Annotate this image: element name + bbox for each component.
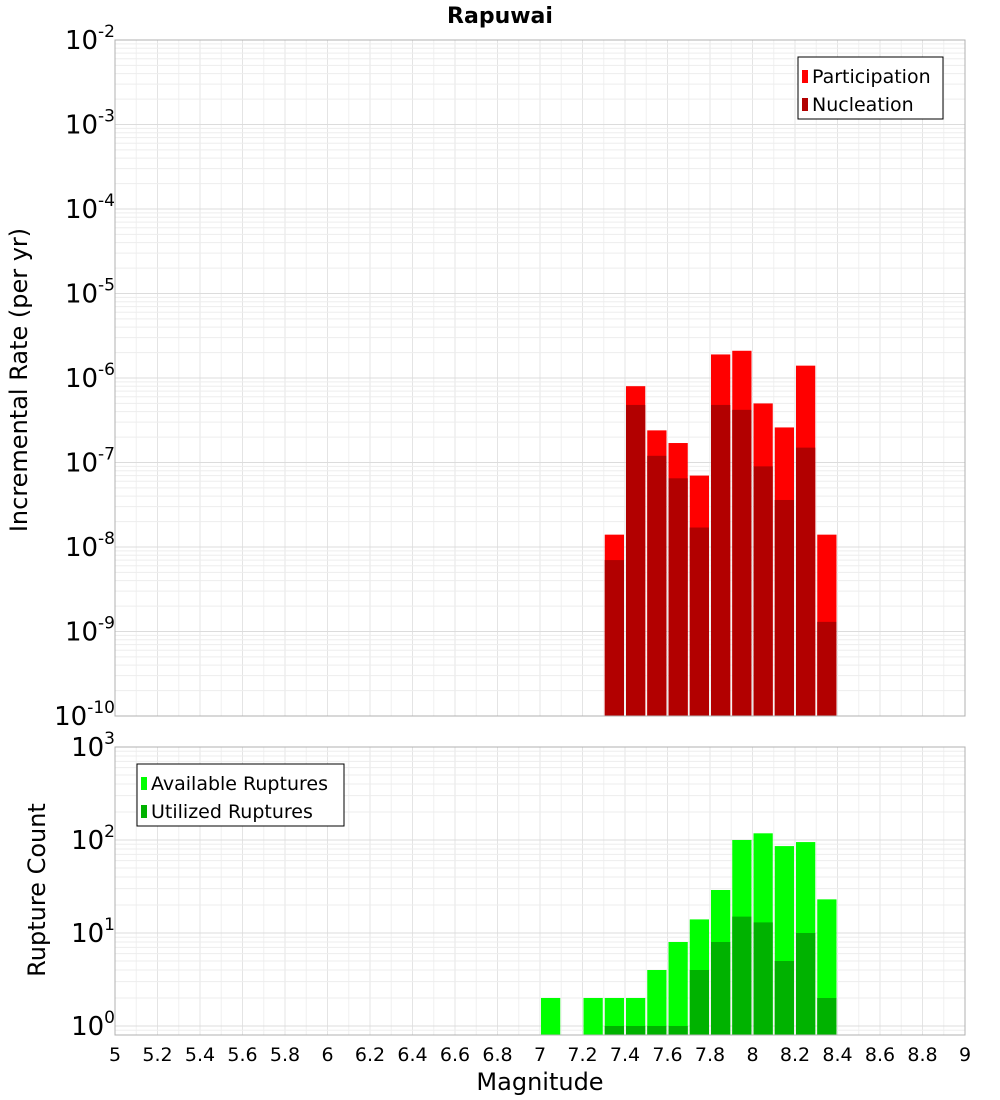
- bottom-bar-available-ruptures: [626, 997, 646, 1035]
- top-bar-nucleation: [796, 447, 816, 716]
- bottom-bar-utilized-ruptures: [817, 997, 837, 1035]
- top-y-tick-label: 10-7: [65, 445, 115, 479]
- bottom-bar-available-ruptures: [668, 942, 688, 1035]
- top-bar-nucleation: [732, 409, 752, 716]
- x-tick-label: 9: [959, 1044, 971, 1066]
- x-tick-label: 5.8: [270, 1044, 300, 1066]
- bottom-bar-utilized-ruptures: [711, 942, 731, 1035]
- bottom-bar-utilized-ruptures: [668, 1025, 688, 1035]
- top-bar-nucleation: [711, 404, 731, 716]
- x-axis-label: Magnitude: [476, 1068, 603, 1096]
- bottom-bar-utilized-ruptures: [796, 932, 816, 1035]
- top-y-axis-label: Incremental Rate (per yr): [5, 228, 33, 532]
- x-tick-label: 7.8: [695, 1044, 725, 1066]
- bottom-legend: Available Ruptures Utilized Ruptures: [136, 763, 345, 827]
- top-legend-label: Nucleation: [812, 94, 914, 116]
- x-tick-label: 7.4: [610, 1044, 640, 1066]
- x-tick-label: 8.6: [865, 1044, 895, 1066]
- bottom-y-axis-label: Rupture Count: [23, 803, 51, 977]
- top-series-1: [604, 404, 837, 716]
- top-y-tick-label: 10-8: [65, 529, 115, 563]
- x-tick-label: 7: [534, 1044, 546, 1066]
- x-tick-label: 5.2: [142, 1044, 172, 1066]
- top-y-tick-label: 10-9: [65, 614, 115, 648]
- bottom-y-tick-label: 100: [71, 1008, 115, 1042]
- bottom-bar-utilized-ruptures: [774, 960, 794, 1035]
- bottom-y-tick-label: 102: [71, 822, 115, 856]
- x-tick-label: 7.6: [652, 1044, 682, 1066]
- top-y-tick-label: 10-10: [54, 698, 115, 732]
- top-legend-swatch: [802, 70, 808, 83]
- bottom-bar-available-ruptures: [647, 969, 667, 1035]
- top-legend-box: [797, 56, 944, 120]
- bottom-bar-utilized-ruptures: [689, 969, 709, 1035]
- bottom-bar-available-ruptures: [604, 997, 624, 1035]
- top-legend: Participation Nucleation: [797, 56, 944, 120]
- top-y-tick-label: 10-3: [65, 107, 115, 141]
- bottom-bar-utilized-ruptures: [647, 1025, 667, 1035]
- top-y-tick-label: 10-2: [65, 22, 115, 56]
- bottom-bar-available-ruptures: [583, 997, 603, 1035]
- x-tick-label: 8: [746, 1044, 758, 1066]
- chart-title: Rapuwai: [447, 4, 553, 29]
- bottom-x-ticks: 5 5.2 5.4 5.6 5.8 6 6.2 6.4 6.6 6.8 7 7.2 7.4 7.6 7.8 8…: [109, 1044, 971, 1066]
- bottom-bar-available-ruptures: [541, 997, 561, 1035]
- bottom-legend-swatch: [141, 777, 147, 790]
- top-bar-nucleation: [604, 560, 624, 716]
- top-bar-nucleation: [774, 499, 794, 716]
- bottom-plot-frame: [114, 746, 966, 1036]
- top-y-tick-label: 10-6: [65, 360, 115, 394]
- x-tick-label: 5: [109, 1044, 121, 1066]
- top-bar-nucleation: [753, 466, 773, 716]
- x-tick-label: 7.2: [567, 1044, 597, 1066]
- top-bar-nucleation: [668, 478, 688, 716]
- x-tick-label: 6: [321, 1044, 333, 1066]
- bottom-legend-label: Available Ruptures: [151, 773, 328, 795]
- top-plot-frame: [114, 39, 966, 717]
- bottom-bar-utilized-ruptures: [626, 1025, 646, 1035]
- top-bar-nucleation: [626, 404, 646, 716]
- x-tick-label: 8.2: [780, 1044, 810, 1066]
- x-tick-label: 5.4: [185, 1044, 215, 1066]
- top-y-tick-label: 10-4: [65, 191, 115, 225]
- bottom-bar-utilized-ruptures: [604, 1025, 624, 1035]
- bottom-legend-box: [136, 763, 345, 827]
- x-tick-label: 5.6: [227, 1044, 257, 1066]
- top-grid: [114, 39, 966, 717]
- x-tick-label: 8.8: [907, 1044, 937, 1066]
- x-tick-label: 6.8: [482, 1044, 512, 1066]
- bottom-y-ticks: 103 102 101 100: [71, 729, 115, 1042]
- x-tick-label: 6.2: [355, 1044, 385, 1066]
- top-legend-label: Participation: [812, 66, 931, 88]
- top-bar-nucleation: [689, 527, 709, 716]
- bottom-legend-label: Utilized Ruptures: [151, 801, 313, 823]
- bottom-y-tick-label: 103: [71, 729, 115, 763]
- bottom-bar-utilized-ruptures: [732, 916, 752, 1035]
- x-tick-label: 6.6: [440, 1044, 470, 1066]
- bottom-series-1: [604, 916, 837, 1035]
- bottom-y-tick-label: 101: [71, 915, 115, 949]
- top-bar-nucleation: [647, 455, 667, 716]
- top-plot: 10-2 10-3 10-4 10-5 10-6 10-7 10-8 10-9 10-10 Par…: [54, 22, 966, 732]
- top-y-tick-label: 10-5: [65, 276, 115, 310]
- top-legend-swatch: [802, 98, 808, 111]
- bottom-bar-utilized-ruptures: [753, 922, 773, 1035]
- top-bar-nucleation: [817, 621, 837, 716]
- x-tick-label: 8.4: [822, 1044, 852, 1066]
- bottom-legend-swatch: [141, 805, 147, 818]
- top-y-ticks: 10-2 10-3 10-4 10-5 10-6 10-7 10-8 10-9 10-10: [54, 22, 115, 732]
- x-tick-label: 6.4: [397, 1044, 427, 1066]
